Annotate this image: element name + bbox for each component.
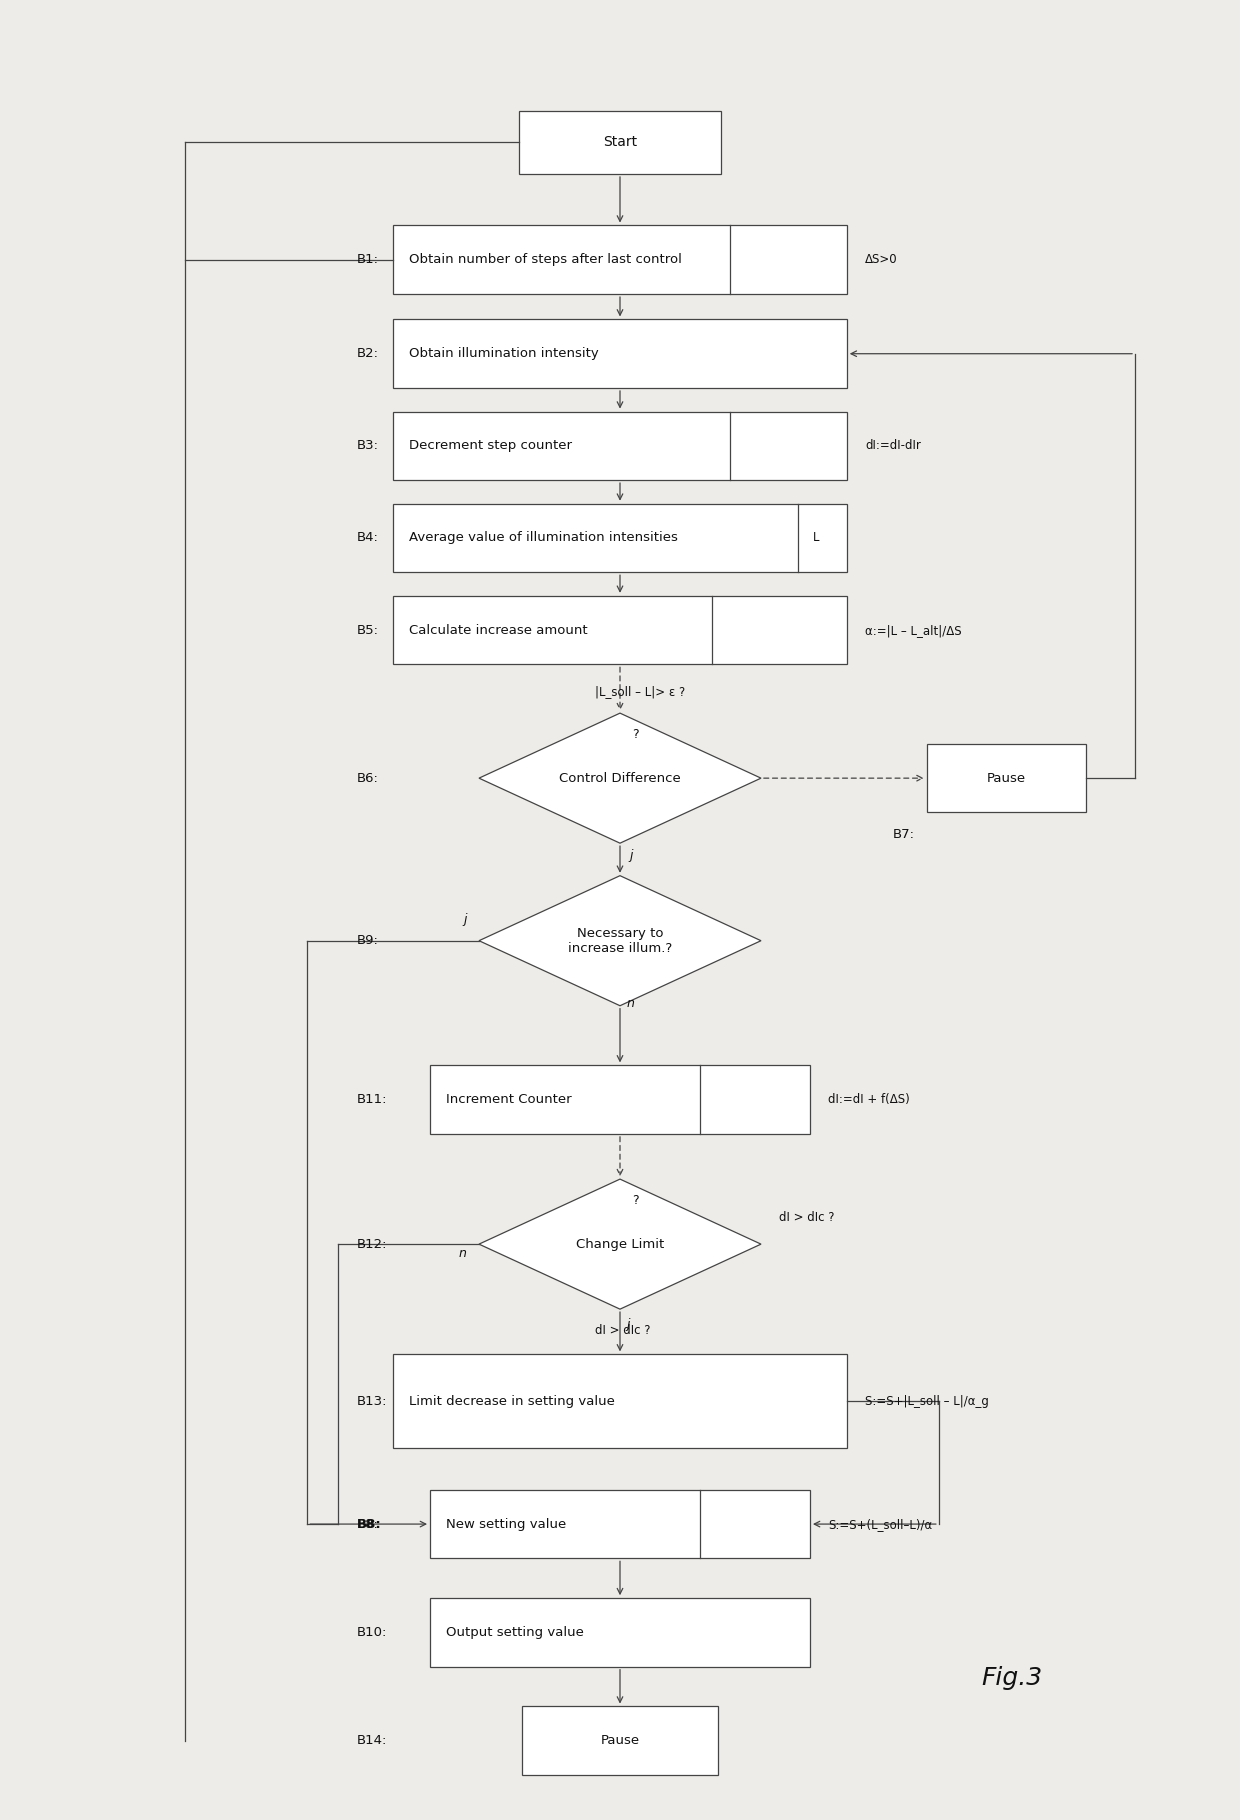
Text: Average value of illumination intensities: Average value of illumination intensitie… xyxy=(409,531,678,544)
Text: B6:: B6: xyxy=(356,772,378,784)
Text: Pause: Pause xyxy=(600,1734,640,1747)
Text: B7:: B7: xyxy=(893,828,914,841)
Text: B8:: B8: xyxy=(356,1518,381,1531)
Text: S:=S+(L_soll–L)/α: S:=S+(L_soll–L)/α xyxy=(828,1518,932,1531)
Text: B1:: B1: xyxy=(356,253,378,266)
Text: Obtain number of steps after last control: Obtain number of steps after last contro… xyxy=(409,253,682,266)
Text: n: n xyxy=(459,1247,466,1259)
Text: New setting value: New setting value xyxy=(446,1518,567,1531)
Text: Start: Start xyxy=(603,135,637,149)
FancyBboxPatch shape xyxy=(393,504,847,571)
FancyBboxPatch shape xyxy=(522,1707,718,1774)
Text: Obtain illumination intensity: Obtain illumination intensity xyxy=(409,348,599,360)
FancyBboxPatch shape xyxy=(393,595,847,664)
Text: Necessary to
increase illum.?: Necessary to increase illum.? xyxy=(568,926,672,956)
Text: B11:: B11: xyxy=(356,1094,387,1107)
Text: j: j xyxy=(626,1318,630,1330)
Text: ?: ? xyxy=(632,1194,639,1207)
FancyBboxPatch shape xyxy=(393,1354,847,1449)
Text: ?: ? xyxy=(632,728,639,741)
Text: |L_soll – L|> ε ?: |L_soll – L|> ε ? xyxy=(595,684,686,697)
Text: dI > dIc ?: dI > dIc ? xyxy=(780,1210,835,1223)
FancyBboxPatch shape xyxy=(393,411,847,480)
Text: j: j xyxy=(630,848,634,861)
Text: dI:=dI + f(ΔS): dI:=dI + f(ΔS) xyxy=(828,1094,910,1107)
Text: Pause: Pause xyxy=(987,772,1025,784)
Text: B9:: B9: xyxy=(356,934,378,946)
Text: B2:: B2: xyxy=(356,348,378,360)
Text: Decrement step counter: Decrement step counter xyxy=(409,439,572,453)
Text: Output setting value: Output setting value xyxy=(446,1625,584,1640)
Text: B10:: B10: xyxy=(356,1625,387,1640)
FancyBboxPatch shape xyxy=(430,1491,810,1558)
Text: j: j xyxy=(464,914,466,926)
Text: Fig.3: Fig.3 xyxy=(982,1665,1043,1689)
Text: Increment Counter: Increment Counter xyxy=(446,1094,572,1107)
Text: B4:: B4: xyxy=(356,531,378,544)
Polygon shape xyxy=(479,713,761,843)
Polygon shape xyxy=(479,875,761,1006)
FancyBboxPatch shape xyxy=(393,226,847,295)
Text: B5:: B5: xyxy=(356,624,378,637)
FancyBboxPatch shape xyxy=(430,1065,810,1134)
Text: L: L xyxy=(812,531,818,544)
Text: α:=|L – L_alt|/ΔS: α:=|L – L_alt|/ΔS xyxy=(866,624,962,637)
Polygon shape xyxy=(479,1179,761,1309)
Text: B14:: B14: xyxy=(356,1734,387,1747)
FancyBboxPatch shape xyxy=(393,318,847,388)
Text: Control Difference: Control Difference xyxy=(559,772,681,784)
Text: dI:=dI-dIr: dI:=dI-dIr xyxy=(866,439,921,453)
FancyBboxPatch shape xyxy=(518,111,722,175)
Text: B13:: B13: xyxy=(356,1394,387,1407)
Text: B8:: B8: xyxy=(356,1518,378,1531)
Text: S:=S+|L_soll – L|/α_g: S:=S+|L_soll – L|/α_g xyxy=(866,1394,990,1407)
Text: Change Limit: Change Limit xyxy=(575,1238,665,1250)
Text: Calculate increase amount: Calculate increase amount xyxy=(409,624,588,637)
Text: B3:: B3: xyxy=(356,439,378,453)
Text: dI > dIc ?: dI > dIc ? xyxy=(595,1325,651,1338)
Text: B12:: B12: xyxy=(356,1238,387,1250)
FancyBboxPatch shape xyxy=(430,1598,810,1667)
FancyBboxPatch shape xyxy=(926,744,1086,812)
Text: ΔS>0: ΔS>0 xyxy=(866,253,898,266)
Text: n: n xyxy=(626,997,634,1010)
Text: Limit decrease in setting value: Limit decrease in setting value xyxy=(409,1394,615,1407)
